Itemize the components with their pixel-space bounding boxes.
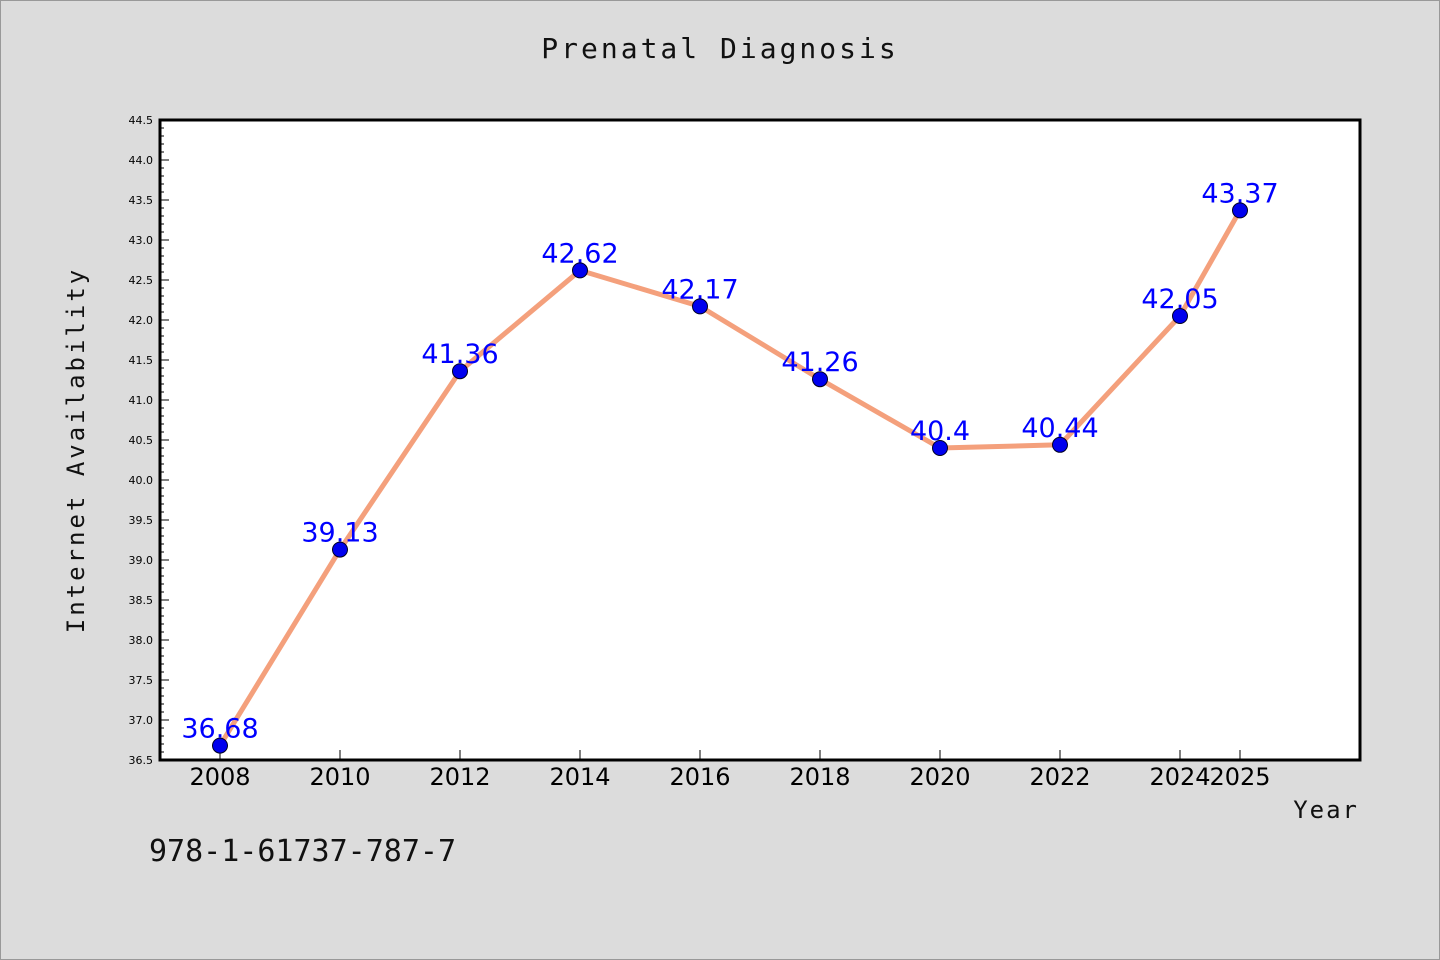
data-point — [812, 371, 828, 388]
series-line — [217, 207, 1243, 749]
x-tick-label: 2020 — [909, 763, 970, 791]
y-tick-label: 37.5 — [129, 674, 154, 687]
data-label: 42.05 — [1141, 284, 1218, 315]
y-tick-label: 42.5 — [129, 274, 154, 287]
data-point — [1232, 202, 1248, 219]
x-tick-label: 2014 — [549, 763, 610, 791]
data-label: 42.62 — [541, 238, 618, 269]
data-label: 40.4 — [910, 416, 970, 447]
data-label: 42.17 — [661, 274, 738, 305]
y-tick-label: 39.0 — [129, 554, 154, 567]
chart-title: Prenatal Diagnosis — [541, 32, 899, 65]
y-tick-label: 44.0 — [129, 154, 154, 167]
data-point — [932, 440, 948, 456]
data-point — [1172, 308, 1188, 324]
y-tick-label: 43.5 — [129, 194, 154, 207]
data-label: 41.26 — [781, 347, 858, 378]
y-tick-label: 44.5 — [129, 114, 154, 127]
data-label: 39.13 — [301, 518, 378, 549]
y-tick-label: 42.0 — [129, 314, 154, 327]
y-tick-label: 39.5 — [129, 514, 154, 527]
data-point — [332, 541, 348, 558]
x-tick-label: 2022 — [1029, 763, 1090, 791]
data-point — [692, 298, 708, 315]
isbn-text: 978-1-61737-787-7 — [149, 834, 457, 869]
data-point — [572, 262, 588, 279]
data-point — [1052, 436, 1068, 453]
data-label: 41.36 — [421, 339, 498, 370]
y-tick-label: 38.5 — [129, 594, 154, 607]
y-tick-label: 40.0 — [129, 474, 154, 487]
y-tick-label: 43.0 — [129, 234, 154, 247]
plot-area — [160, 120, 1360, 760]
x-tick-label: 2012 — [429, 763, 490, 791]
data-point — [212, 737, 228, 754]
data-label: 43.37 — [1201, 178, 1278, 209]
x-tick-label: 2025 — [1209, 763, 1270, 791]
x-tick-label: 2018 — [789, 763, 850, 791]
x-tick-label: 2008 — [189, 763, 250, 791]
y-tick-label: 38.0 — [129, 634, 154, 647]
y-tick-label: 37.0 — [129, 714, 154, 727]
y-tick-label: 36.5 — [129, 754, 154, 767]
x-tick-label: 2016 — [669, 763, 730, 791]
data-label: 40.44 — [1021, 413, 1098, 444]
y-tick-label: 40.5 — [129, 434, 154, 447]
x-tick-label: 2024 — [1149, 763, 1210, 791]
y-tick-label: 41.5 — [129, 354, 154, 367]
plot-border — [158, 118, 1362, 762]
data-point — [452, 363, 468, 380]
data-label: 36.68 — [181, 714, 258, 745]
x-tick-label: 2010 — [309, 763, 370, 791]
x-axis-label: Year — [1293, 796, 1359, 824]
y-tick-label: 41.0 — [129, 394, 154, 407]
